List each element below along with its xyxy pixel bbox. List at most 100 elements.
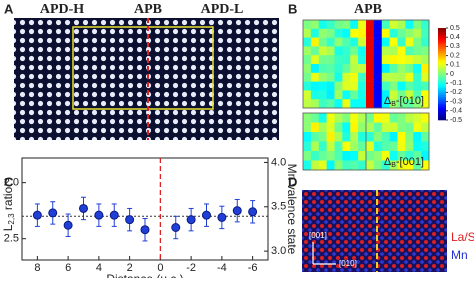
heatmap-cell [350, 72, 359, 82]
heatmap-cell [326, 90, 335, 100]
eds-map [302, 190, 447, 272]
heatmap-cell [310, 37, 320, 47]
species-label: La/Sr [451, 230, 474, 244]
heatmap-cell [373, 132, 383, 142]
heatmap-cell [397, 151, 406, 161]
heatmap-cell [303, 46, 312, 56]
label-part: B [391, 162, 396, 169]
heatmap-cell [397, 64, 406, 74]
heatmap-cell [318, 113, 327, 123]
point [109, 210, 119, 220]
heatmap-cell [318, 55, 327, 65]
colorbar-step [438, 74, 446, 77]
heatmap-cell [413, 151, 422, 161]
colorbar-step [438, 94, 446, 98]
heatmap-cell [334, 90, 343, 100]
heatmap-cell [397, 46, 406, 56]
heatmap-cell [405, 113, 414, 123]
heatmap-cell [326, 64, 335, 74]
heatmap-cell [405, 90, 414, 100]
panel-label: D [288, 174, 297, 189]
heatmap-cell [413, 64, 422, 74]
heatmap-cell [303, 141, 312, 152]
heatmap-cell [318, 64, 327, 74]
heatmap-cell [342, 81, 351, 91]
heatmap-cell [358, 72, 367, 82]
x-tick-label: 4 [96, 262, 102, 274]
heatmap-cell [413, 141, 422, 152]
heatmap-cell [318, 81, 327, 91]
colorbar-step [438, 85, 446, 89]
heatmap-cell [358, 46, 367, 56]
heatmap-cell [358, 151, 367, 161]
colorbar-step [438, 41, 446, 45]
heatmap-cell [334, 99, 343, 109]
heatmap-cell [389, 28, 398, 38]
heatmap-cell [303, 90, 312, 100]
colorbar-step [438, 80, 446, 84]
colorbar-label: -0.1 [450, 80, 462, 87]
point [32, 210, 42, 220]
heatmap-cell [389, 20, 398, 30]
colorbar-step [438, 44, 446, 47]
label-part: B [391, 101, 396, 108]
heatmap-cell [389, 72, 398, 82]
heatmap-cell [334, 81, 343, 91]
heatmap-cell [373, 46, 383, 56]
heatmap-cell [318, 99, 327, 109]
heatmap-cell [358, 113, 367, 123]
heatmap-cell [373, 37, 383, 47]
heatmap-cell [334, 28, 343, 38]
heatmap-cell [389, 46, 398, 56]
heatmap-cell [358, 132, 367, 142]
heatmap-cell [405, 55, 414, 65]
heatmap-cell [381, 160, 390, 171]
colorbar-step [438, 62, 446, 66]
heatmap-cell [310, 81, 320, 91]
heatmap-cell [397, 113, 406, 123]
heatmap-cell [303, 37, 312, 47]
heatmap-cell [303, 81, 312, 91]
x-tick-label: -4 [217, 262, 227, 274]
point [171, 222, 181, 232]
heatmap-cell [413, 122, 422, 133]
heatmap-cell [389, 160, 398, 171]
heatmap-cell [326, 113, 335, 123]
heatmap-cell [303, 64, 312, 74]
heatmap-cell [381, 64, 390, 74]
heatmap-cell [405, 28, 414, 38]
heatmap-cell [326, 99, 335, 109]
heatmap-cell [318, 46, 327, 56]
colorbar-step [438, 71, 446, 75]
heatmap-cell [310, 99, 320, 109]
heatmap [302, 19, 430, 109]
heatmap-cell [381, 72, 390, 82]
heatmap-cell [405, 64, 414, 74]
point [125, 215, 135, 225]
heatmap-cell [373, 90, 383, 100]
heatmap-cell [310, 20, 320, 30]
heatmap-cell [310, 141, 320, 152]
heatmap-cell [373, 28, 383, 38]
colorbar-step [438, 46, 446, 49]
heatmap-cell [381, 81, 390, 91]
heatmap-cell [366, 113, 375, 123]
heatmap-cell [373, 81, 383, 91]
heatmap-cell [326, 132, 335, 142]
heatmap-cell [366, 90, 375, 100]
heatmap-cell [358, 90, 367, 100]
heatmap-cell [405, 99, 414, 109]
heatmap-cell [318, 151, 327, 161]
heatmap-cell [310, 72, 320, 82]
heatmap-cell [366, 64, 375, 74]
heatmap-cell [373, 160, 383, 171]
panel-label: C [4, 174, 14, 189]
heatmap-cell [397, 132, 406, 142]
heatmap-cell [421, 28, 430, 38]
heatmap-cell [334, 151, 343, 161]
heatmap-cell [366, 141, 375, 152]
colorbar-label: -0.5 [450, 117, 462, 124]
heatmap-cell [389, 81, 398, 91]
heatmap-cell [326, 81, 335, 91]
colorbar-step [438, 64, 446, 68]
